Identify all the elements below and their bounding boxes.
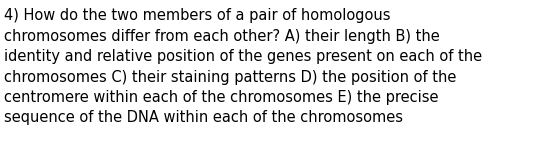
Text: 4) How do the two members of a pair of homologous
chromosomes differ from each o: 4) How do the two members of a pair of h… [4,8,483,125]
